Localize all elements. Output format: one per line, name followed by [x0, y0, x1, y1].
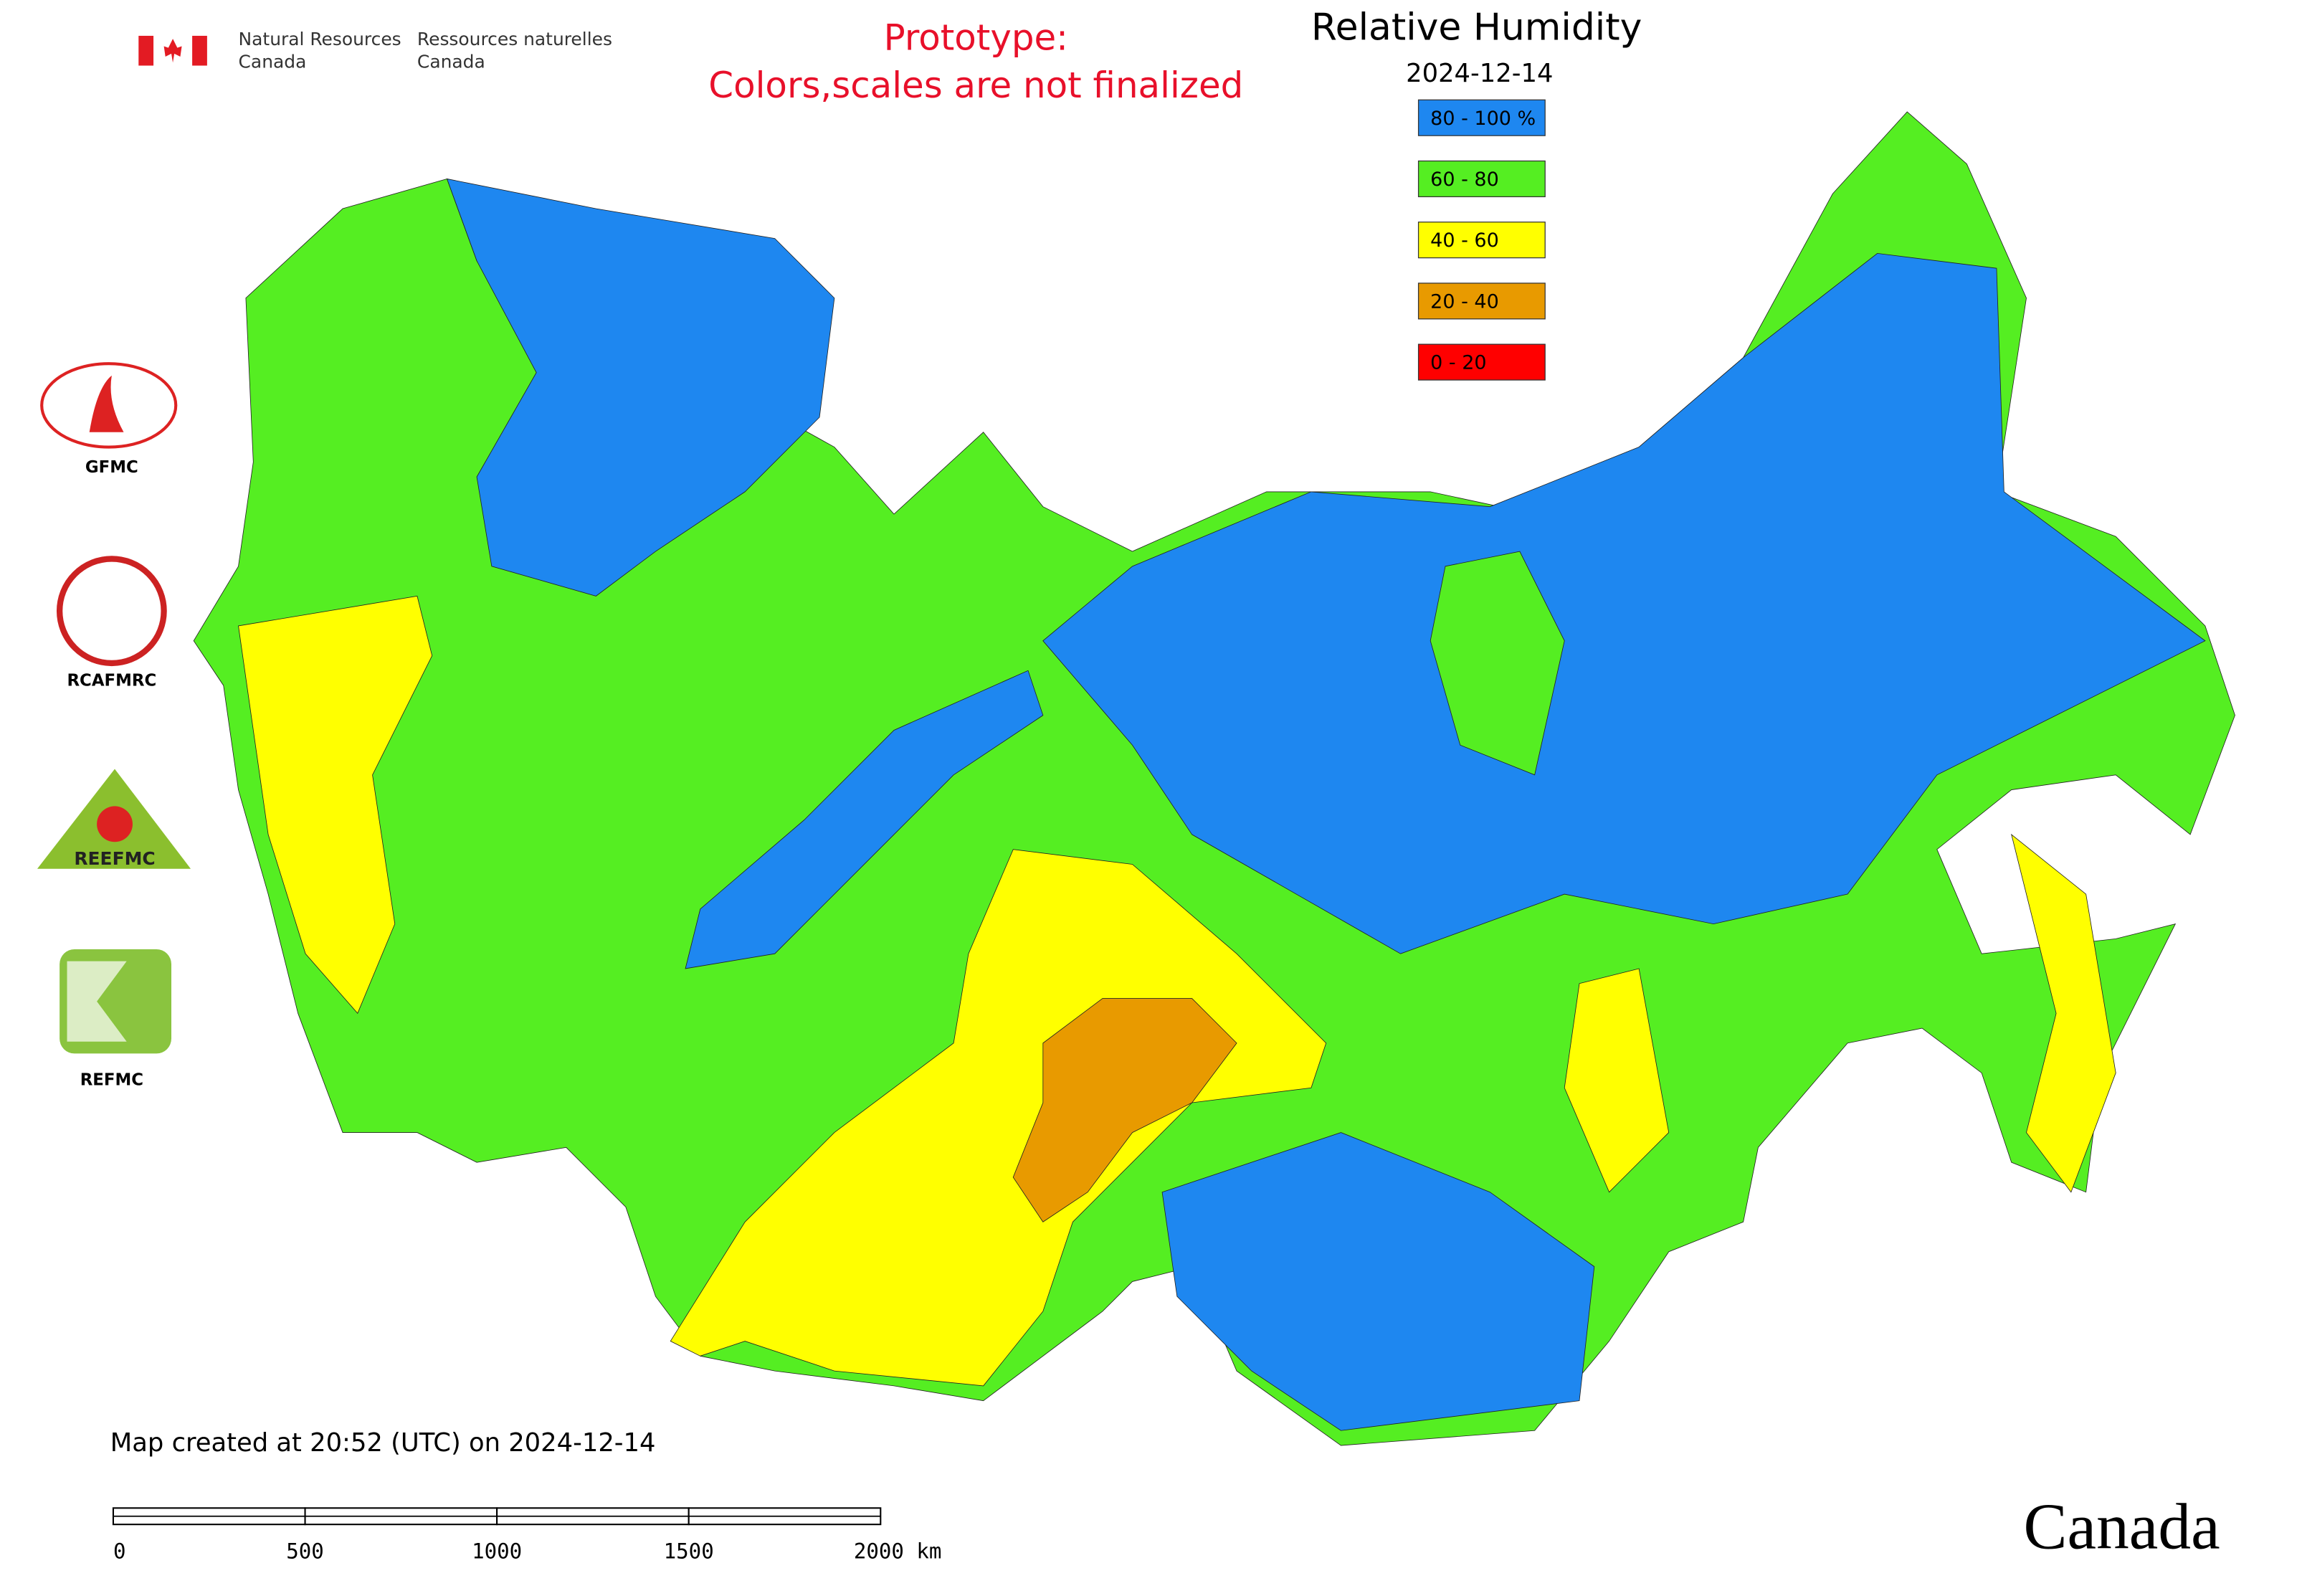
region: [1012, 998, 1237, 1222]
region: [670, 849, 1327, 1387]
notice: Prototype:: [884, 17, 1068, 59]
region: [685, 670, 1044, 969]
scale-label: 0: [113, 1539, 126, 1564]
legend-swatch: [1417, 99, 1546, 136]
logos: GFMC RCAFMRC REEFMC REFMC: [37, 362, 191, 1089]
flag-bar: [192, 35, 207, 66]
legend-swatch: [1417, 343, 1546, 381]
region: [1564, 968, 1670, 1193]
logo-label: GFMC: [85, 458, 138, 477]
region: [1430, 551, 1565, 776]
scale-label: 1500: [664, 1539, 714, 1564]
logo-label: RCAFMRC: [67, 671, 156, 690]
map: [193, 111, 2235, 1446]
region: [446, 178, 835, 597]
legend: 80 - 100 % 60 - 80 40 - 60 20 - 40 0 - 20: [1417, 99, 1546, 381]
region: [1161, 1132, 1595, 1431]
logo-label: REFMC: [80, 1070, 143, 1089]
scale-label: 1000: [472, 1539, 522, 1564]
legend-label: 20 - 40: [1430, 290, 1499, 313]
logo-label: REEFMC: [74, 848, 155, 869]
logo-gfmc: [40, 362, 178, 449]
legend-swatch: [1417, 282, 1546, 320]
agency-fr: Canada: [417, 51, 485, 72]
logo-rcafmrc: [56, 556, 167, 667]
region: [238, 595, 433, 1015]
scale-label: 2000 km: [854, 1539, 942, 1564]
logo-sigma: [67, 961, 127, 1042]
agency-en: Natural Resources: [239, 29, 401, 49]
scale-label: 500: [286, 1539, 324, 1564]
agency-en: Canada: [239, 51, 307, 72]
wordmark: Canada: [2024, 1491, 2220, 1563]
logo-flame: [97, 806, 133, 842]
flag-bar: [138, 35, 154, 66]
scale-bar: 0 500 1000 1500 2000 km: [112, 1507, 942, 1564]
legend-label: 80 - 100 %: [1430, 108, 1536, 130]
created-note: Map created at 20:52 (UTC) on 2024-12-14: [110, 1428, 656, 1458]
notice: Colors,scales are not finalized: [708, 65, 1243, 106]
legend-label: 60 - 80: [1430, 168, 1499, 191]
region: [1042, 252, 2206, 954]
title: Relative Humidity: [1311, 6, 1642, 49]
logo-flame: [89, 375, 124, 432]
legend-swatch: [1417, 160, 1546, 198]
legend-swatch: [1417, 222, 1546, 259]
date: 2024-12-14: [1406, 59, 1553, 88]
legend-label: 0 - 20: [1430, 352, 1486, 374]
legend-label: 40 - 60: [1430, 229, 1499, 252]
agency-fr: Ressources naturelles: [417, 29, 612, 49]
region: [2011, 833, 2116, 1193]
maple-leaf: [163, 39, 182, 63]
